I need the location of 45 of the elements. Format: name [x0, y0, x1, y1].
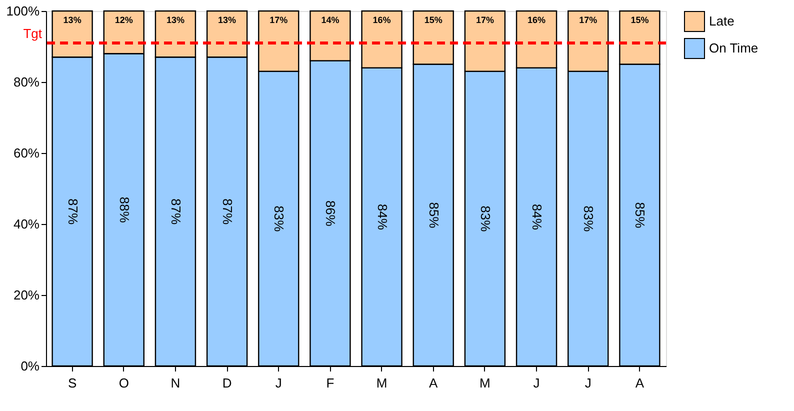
data-label: 84% — [530, 204, 545, 230]
data-label: 86% — [323, 200, 338, 227]
x-tick-label: A — [635, 376, 644, 390]
data-label: 16% — [528, 15, 546, 25]
x-tick-label: N — [170, 376, 180, 390]
data-label: 15% — [630, 15, 649, 25]
data-label: 13% — [218, 15, 236, 25]
data-label: 15% — [424, 15, 442, 25]
data-label: 17% — [270, 15, 288, 25]
data-label: 17% — [476, 15, 494, 25]
ref-line-label: Tgt — [23, 26, 42, 41]
x-tick-label: D — [222, 376, 232, 390]
data-label: 83% — [272, 206, 287, 232]
data-label: 87% — [220, 198, 236, 226]
y-tick-label: 60% — [13, 146, 40, 160]
data-label: 83% — [581, 206, 596, 232]
data-label: 87% — [65, 198, 80, 226]
data-label: 16% — [372, 15, 391, 25]
x-tick-label: M — [376, 376, 388, 390]
legend-label: Late — [709, 14, 734, 28]
data-label: 83% — [478, 206, 493, 232]
legend-label: On Time — [709, 40, 758, 56]
y-tick-label: 80% — [13, 74, 40, 90]
x-tick-label: J — [533, 376, 540, 390]
data-label: 85% — [632, 202, 648, 229]
y-tick-label: 40% — [13, 216, 40, 232]
data-label: 17% — [579, 15, 598, 25]
y-tick-label: 0% — [20, 358, 40, 374]
x-tick-label: J — [275, 376, 282, 390]
data-label: 13% — [63, 15, 82, 25]
x-tick-label: F — [326, 376, 334, 390]
data-label: 87% — [168, 198, 184, 226]
x-tick-label: M — [480, 376, 490, 390]
data-label: 14% — [321, 15, 340, 25]
data-label: 85% — [426, 202, 442, 229]
x-tick-label: A — [429, 376, 438, 390]
y-tick-label: 20% — [13, 288, 40, 302]
data-label: 13% — [166, 15, 184, 25]
data-label: 12% — [114, 15, 133, 25]
x-tick-label: J — [584, 376, 592, 390]
y-tick-label: 100% — [6, 4, 40, 18]
x-tick-label: S — [68, 376, 77, 390]
data-label: 84% — [374, 204, 390, 230]
x-tick-label: O — [118, 376, 129, 390]
data-label: 88% — [116, 196, 132, 224]
